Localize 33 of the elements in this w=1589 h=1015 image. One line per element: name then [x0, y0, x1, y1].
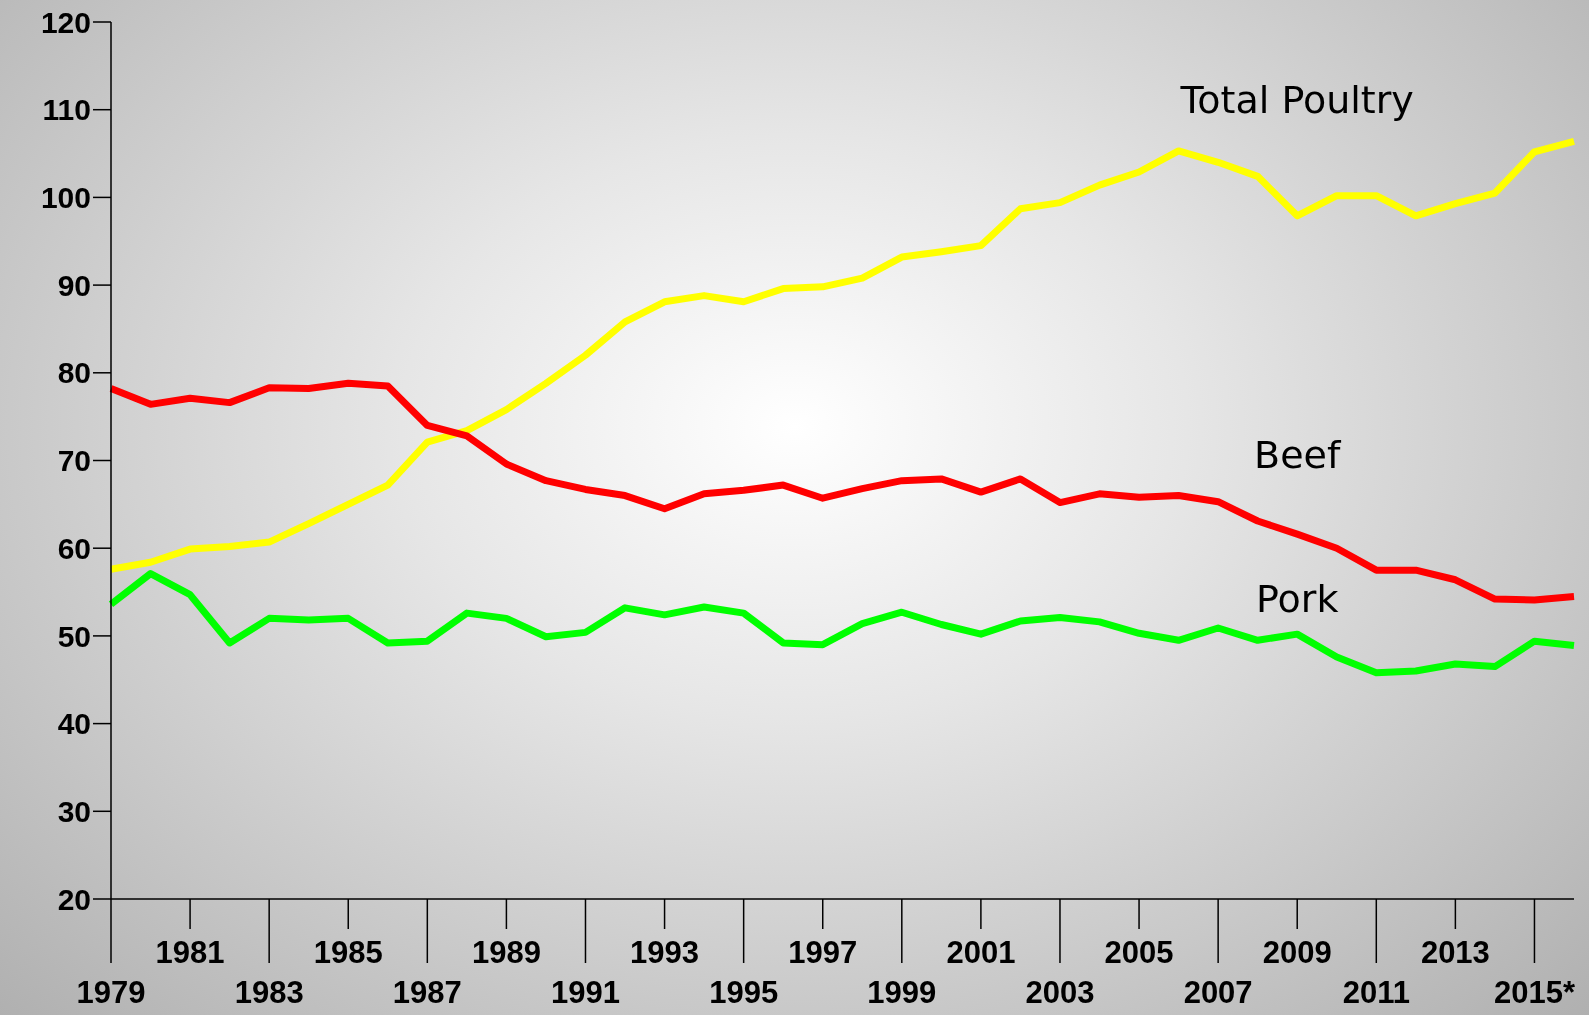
y-tick-label: 60	[57, 531, 91, 565]
x-tick-label: 1989	[471, 935, 541, 970]
y-tick-label: 80	[57, 356, 91, 390]
x-tick-label: 1997	[788, 935, 858, 970]
x-tick-label: 2015*	[1493, 975, 1576, 1010]
x-tick-label: 2009	[1262, 935, 1332, 970]
x-tick-label: 1991	[551, 975, 620, 1010]
x-tick-label: 2001	[946, 935, 1016, 970]
series-label: Total Poultry	[1179, 78, 1414, 123]
x-tick-label: 1999	[867, 975, 937, 1010]
x-tick-label: 2011	[1342, 975, 1410, 1010]
y-tick-label: 90	[57, 268, 91, 302]
x-tick-label: 2003	[1025, 975, 1095, 1010]
x-tick-label: 1981	[155, 935, 225, 970]
y-tick-label: 120	[40, 5, 91, 39]
x-tick-label: 1993	[630, 935, 700, 970]
y-tick-label: 50	[57, 619, 91, 653]
y-tick-label: 110	[42, 93, 91, 127]
x-tick-label: 1995	[709, 975, 779, 1010]
y-tick-label: 70	[57, 444, 91, 478]
y-tick-label: 100	[40, 181, 91, 215]
x-tick-label: 2005	[1104, 935, 1174, 970]
x-tick-label: 1985	[313, 935, 383, 970]
y-tick-label: 20	[57, 882, 91, 916]
y-tick-label: 30	[57, 794, 91, 828]
x-tick-label: 1983	[234, 975, 304, 1010]
x-tick-label: 2007	[1183, 975, 1253, 1010]
x-tick-label: 2013	[1420, 935, 1490, 970]
series-label: Beef	[1254, 432, 1342, 477]
y-tick-label: 40	[57, 707, 91, 741]
x-tick-label: 1987	[392, 975, 462, 1010]
series-label: Pork	[1255, 576, 1339, 621]
x-tick-label: 1979	[76, 975, 146, 1010]
